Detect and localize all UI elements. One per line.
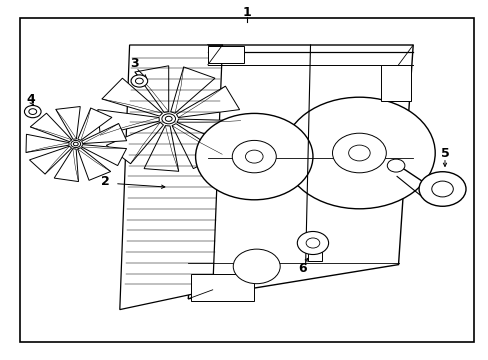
Circle shape <box>29 109 37 114</box>
Circle shape <box>305 238 319 248</box>
Bar <box>190 274 254 301</box>
Polygon shape <box>54 149 78 181</box>
Circle shape <box>418 172 465 206</box>
Bar <box>381 65 410 101</box>
Text: 5: 5 <box>440 147 448 159</box>
Circle shape <box>131 75 147 87</box>
Polygon shape <box>78 108 112 140</box>
Circle shape <box>386 159 404 172</box>
Polygon shape <box>102 78 162 116</box>
Polygon shape <box>56 107 80 139</box>
Circle shape <box>24 105 41 118</box>
Polygon shape <box>98 109 159 135</box>
Circle shape <box>135 78 143 84</box>
Circle shape <box>332 133 386 173</box>
Polygon shape <box>29 146 71 174</box>
Polygon shape <box>144 126 178 171</box>
Text: 3: 3 <box>130 57 139 69</box>
Circle shape <box>71 140 81 148</box>
Polygon shape <box>30 113 72 142</box>
Circle shape <box>245 150 263 163</box>
Polygon shape <box>78 148 110 180</box>
Circle shape <box>283 97 434 209</box>
Polygon shape <box>106 122 163 164</box>
Circle shape <box>165 116 172 121</box>
Circle shape <box>73 142 78 146</box>
Text: 2: 2 <box>101 175 109 188</box>
Text: 6: 6 <box>297 262 306 275</box>
Polygon shape <box>81 145 126 166</box>
Circle shape <box>233 249 280 284</box>
Polygon shape <box>135 66 168 112</box>
Circle shape <box>431 181 452 197</box>
Polygon shape <box>81 123 126 144</box>
Circle shape <box>162 114 175 124</box>
Circle shape <box>297 231 328 255</box>
Polygon shape <box>172 123 222 168</box>
Bar <box>307 251 321 261</box>
Polygon shape <box>120 45 222 310</box>
Polygon shape <box>177 119 240 145</box>
Circle shape <box>195 113 312 200</box>
Polygon shape <box>170 67 215 113</box>
Text: 4: 4 <box>26 93 35 105</box>
Polygon shape <box>188 45 412 299</box>
Circle shape <box>232 140 276 173</box>
Polygon shape <box>26 134 69 153</box>
Text: 1: 1 <box>242 6 251 19</box>
Polygon shape <box>176 86 239 118</box>
Bar <box>207 46 244 63</box>
Circle shape <box>348 145 369 161</box>
